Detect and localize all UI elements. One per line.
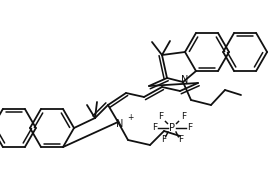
Text: F: F [152, 124, 157, 133]
Text: N: N [116, 119, 124, 129]
Text: P: P [169, 123, 175, 133]
Text: F: F [178, 135, 183, 144]
Text: F: F [187, 124, 192, 133]
Text: F: F [181, 112, 186, 121]
Text: +: + [127, 113, 133, 123]
Text: N: N [181, 75, 189, 85]
Text: F: F [161, 135, 166, 144]
Text: F: F [158, 112, 163, 121]
